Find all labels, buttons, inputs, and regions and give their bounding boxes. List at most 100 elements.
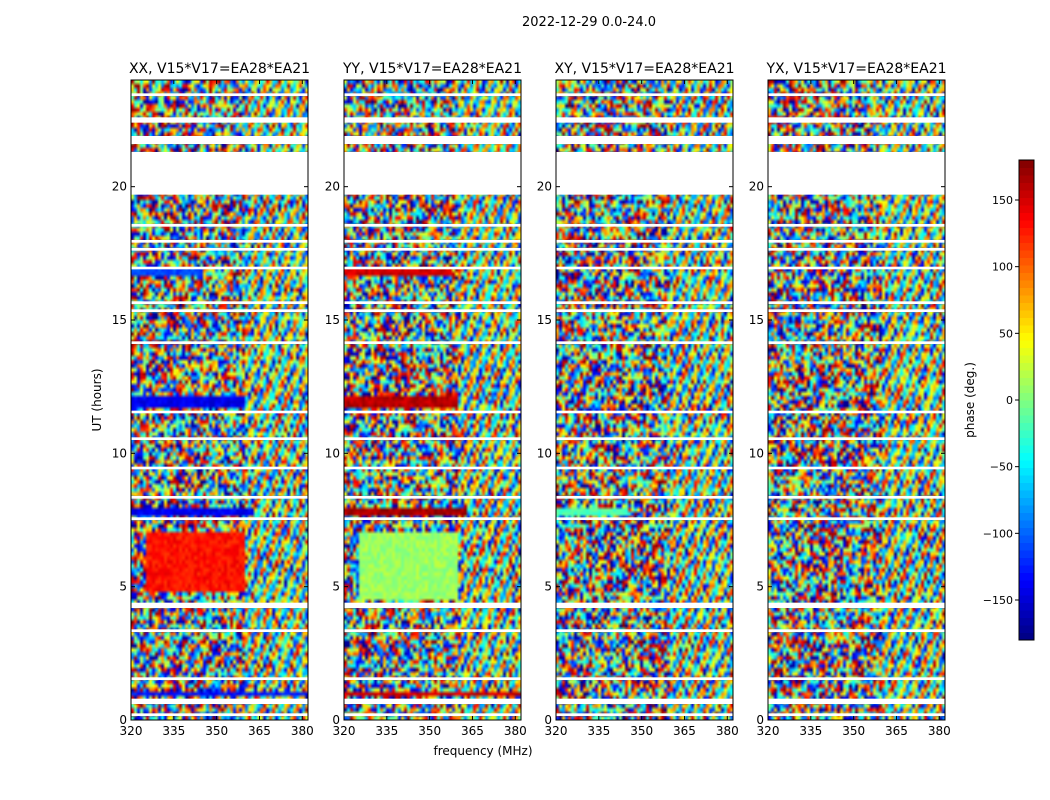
flagged-band: [768, 93, 945, 96]
flagged-band: [556, 152, 733, 195]
flagged-band: [131, 309, 308, 312]
x-tick-label: 320: [757, 724, 780, 738]
colorbar-segment: [1019, 542, 1034, 551]
colorbar-segment: [1019, 287, 1034, 296]
flagged-band: [768, 466, 945, 470]
colorbar-segment: [1019, 205, 1034, 213]
flagged-band: [131, 517, 308, 520]
colorbar-tick-label: −100: [983, 527, 1013, 540]
flagged-band: [768, 248, 945, 251]
colorbar-tick-label: −50: [990, 461, 1013, 474]
flagged-band: [131, 698, 308, 704]
colorbar-segment: [1019, 572, 1034, 581]
x-tick-label: 320: [120, 724, 143, 738]
flagged-band: [556, 466, 733, 470]
y-tick-label: 15: [749, 313, 764, 327]
flagged-band: [556, 410, 733, 414]
colorbar-segment: [1019, 347, 1034, 356]
flagged-band: [344, 341, 521, 344]
colorbar-segment: [1019, 295, 1034, 303]
flagged-band: [556, 629, 733, 632]
flagged-band: [768, 301, 945, 304]
panel-title-0: XX, V15*V17=EA28*EA21: [129, 61, 310, 77]
flagged-band: [556, 713, 733, 716]
colorbar-segment: [1019, 257, 1034, 266]
colorbar-segment: [1019, 235, 1034, 243]
colorbar-segment: [1019, 505, 1034, 513]
y-tick-label: 15: [112, 313, 127, 327]
flagged-band: [131, 713, 308, 716]
colorbar-segment: [1019, 332, 1034, 341]
colorbar-segment: [1019, 595, 1034, 603]
colorbar-segment: [1019, 460, 1034, 468]
colorbar-label: phase (deg.): [963, 362, 977, 438]
colorbar-segment: [1019, 227, 1034, 236]
x-tick-label: 335: [375, 724, 398, 738]
panels: XX, V15*V17=EA28*EA21 320 335 350 365 380 0 5 10…: [112, 61, 951, 738]
colorbar-segment: [1019, 302, 1034, 311]
colorbar-segment: [1019, 392, 1034, 401]
y-tick-label: 10: [537, 446, 552, 460]
flagged-band: [768, 136, 945, 144]
flagged-band: [344, 152, 521, 195]
flagged-band: [556, 301, 733, 304]
figure-suptitle: 2022-12-29 0.0-24.0: [522, 15, 656, 30]
x-tick-label: 365: [248, 724, 271, 738]
y-tick-label: 5: [119, 580, 127, 594]
colorbar-segment: [1019, 250, 1034, 258]
flagged-band: [344, 517, 521, 520]
y-tick-label: 20: [749, 180, 764, 194]
x-tick-label: 365: [885, 724, 908, 738]
flagged-band: [556, 266, 733, 270]
flagged-band: [768, 266, 945, 270]
flagged-band: [768, 602, 945, 608]
y-tick-label: 5: [544, 580, 552, 594]
flagged-band: [131, 136, 308, 144]
flagged-band: [768, 117, 945, 123]
flagged-band: [131, 248, 308, 251]
colorbar-segment: [1019, 617, 1034, 626]
axes-frame-3: [767, 79, 946, 721]
flagged-band: [344, 602, 521, 608]
flagged-band: [768, 698, 945, 704]
flagged-band: [768, 677, 945, 680]
y-tick-label: 0: [119, 713, 127, 727]
flagged-band: [131, 224, 308, 227]
colorbar-tick-label: −150: [983, 594, 1013, 607]
flagged-band: [556, 677, 733, 680]
colorbar-segment: [1019, 422, 1034, 431]
colorbar-segment: [1019, 602, 1034, 611]
y-tick-label: 5: [332, 580, 340, 594]
flagged-band: [556, 309, 733, 312]
flagged-band: [344, 224, 521, 227]
colorbar-segment: [1019, 527, 1034, 536]
colorbar-segment: [1019, 175, 1034, 183]
x-tick-label: 320: [333, 724, 356, 738]
flagged-band: [344, 677, 521, 680]
x-tick-label: 380: [928, 724, 951, 738]
x-tick-label: 335: [162, 724, 185, 738]
flagged-band: [131, 496, 308, 499]
colorbar-segment: [1019, 565, 1034, 573]
flagged-band: [556, 136, 733, 144]
x-tick-label: 350: [842, 724, 865, 738]
panel-title-3: YX, V15*V17=EA28*EA21: [765, 61, 946, 77]
colorbar-segment: [1019, 557, 1034, 566]
flagged-band: [131, 677, 308, 680]
y-tick-label: 10: [749, 446, 764, 460]
flagged-band: [344, 410, 521, 414]
flagged-band: [344, 466, 521, 470]
colorbar-segment: [1019, 212, 1034, 221]
y-tick-label: 0: [756, 713, 764, 727]
x-tick-label: 380: [291, 724, 314, 738]
flagged-band: [131, 629, 308, 632]
flagged-band: [344, 136, 521, 144]
flagged-band: [556, 602, 733, 608]
colorbar-segment: [1019, 467, 1034, 476]
flagged-band: [768, 517, 945, 520]
flagged-band: [131, 602, 308, 608]
colorbar-segment: [1019, 407, 1034, 416]
colorbar-segment: [1019, 490, 1034, 498]
panel-1: YY, V15*V17=EA28*EA21 320 335 350 365 380 0 5 10…: [325, 61, 527, 738]
colorbar-segment: [1019, 587, 1034, 596]
